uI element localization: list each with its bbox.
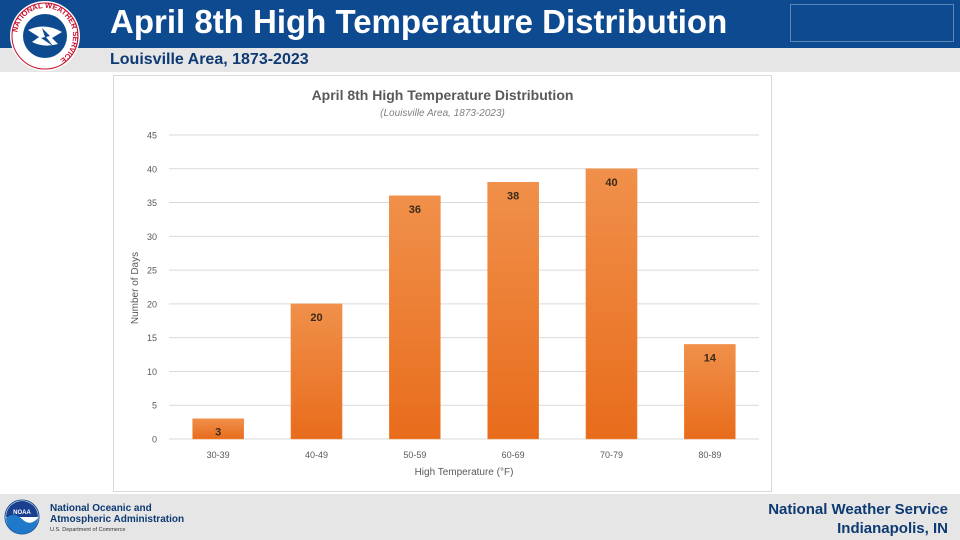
bar-30-39 <box>192 418 244 440</box>
subtitle-bar <box>0 48 960 72</box>
x-tick-label: 40-49 <box>305 450 328 460</box>
x-tick-label: 60-69 <box>502 450 525 460</box>
page-subtitle: Louisville Area, 1873-2023 <box>110 51 309 68</box>
y-tick-label: 45 <box>147 131 157 141</box>
nws-office: National Weather Service Indianapolis, I… <box>768 500 948 538</box>
x-tick-label: 70-79 <box>600 450 623 460</box>
header-placeholder-box <box>790 4 954 42</box>
y-tick-label: 20 <box>147 299 157 309</box>
header-bar <box>0 0 960 48</box>
x-axis-title: High Temperature (°F) <box>415 467 514 478</box>
data-label: 38 <box>507 190 519 202</box>
x-tick-label: 30-39 <box>207 450 230 460</box>
y-tick-label: 30 <box>147 232 157 242</box>
data-label: 40 <box>605 177 617 189</box>
svg-text:NOAA: NOAA <box>13 510 31 516</box>
bar-70-79 <box>585 168 638 440</box>
data-label: 3 <box>215 427 221 439</box>
bar-chart: 0 5 10 15 20 25 30 35 40 45 3 30-39 20 40-49 36 50-59 38… <box>130 131 759 478</box>
bar-80-89 <box>684 344 736 440</box>
y-tick-label: 40 <box>147 164 157 174</box>
footer-bar <box>0 494 960 540</box>
y-tick-label: 10 <box>147 367 157 377</box>
data-label: 14 <box>704 352 717 364</box>
x-tick-label: 50-59 <box>403 450 426 460</box>
x-tick-label: 80-89 <box>698 450 721 460</box>
nws-office-line2: Indianapolis, IN <box>837 520 948 537</box>
y-axis-title: Number of Days <box>130 252 141 324</box>
chart-subtitle: (Louisville Area, 1873-2023) <box>380 108 505 119</box>
noaa-logo-icon: NOAA <box>4 499 40 535</box>
noaa-name-line1: National Oceanic and <box>50 503 152 514</box>
y-tick-label: 35 <box>147 198 157 208</box>
noaa-dept: U.S. Department of Commerce <box>50 527 126 533</box>
y-tick-label: 0 <box>152 435 157 445</box>
noaa-name-line2: Atmospheric Administration <box>50 514 185 525</box>
y-tick-label: 5 <box>152 401 157 411</box>
bar-50-59 <box>389 195 441 440</box>
bar-40-49 <box>290 303 343 440</box>
y-tick-label: 25 <box>147 266 157 276</box>
data-label: 36 <box>409 204 421 216</box>
bar-60-69 <box>487 182 539 440</box>
y-tick-label: 15 <box>147 333 157 343</box>
nws-logo-icon: NATIONAL WEATHER SERVICE <box>10 1 80 71</box>
data-label: 20 <box>310 312 322 324</box>
noaa-name: National Oceanic and Atmospheric Adminis… <box>50 503 184 525</box>
chart-frame: April 8th High Temperature Distribution … <box>113 75 772 492</box>
nws-office-line1: National Weather Service <box>768 501 948 518</box>
page-title: April 8th High Temperature Distribution <box>110 3 728 40</box>
chart-title: April 8th High Temperature Distribution <box>311 87 574 103</box>
